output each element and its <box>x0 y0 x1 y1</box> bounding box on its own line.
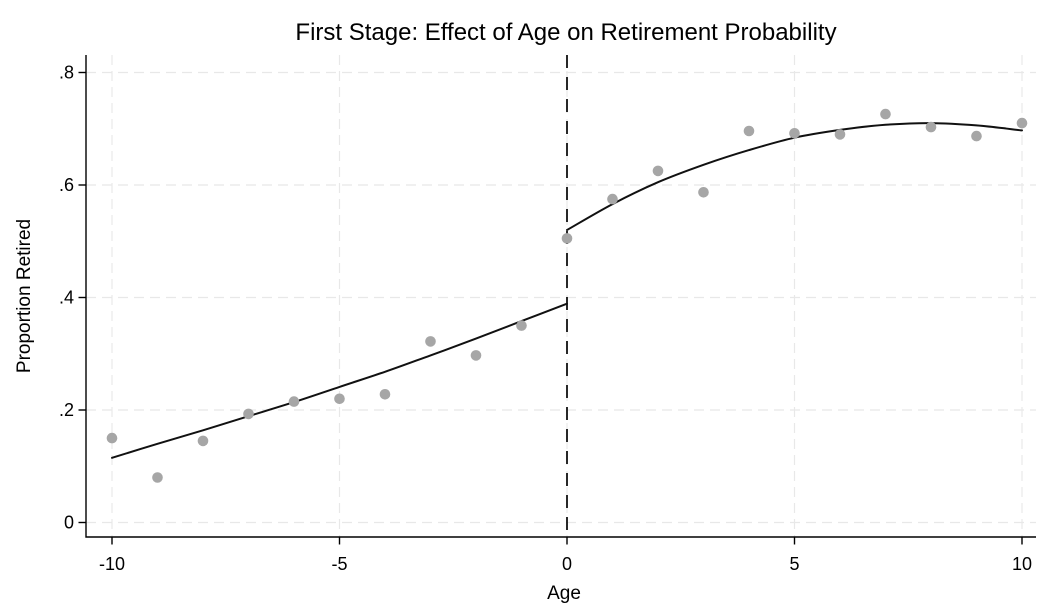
scatter-point <box>925 121 937 133</box>
y-tick-label: .2 <box>59 400 74 420</box>
scatter-point <box>106 432 118 444</box>
x-axis-label: Age <box>547 583 581 604</box>
x-tick-label: -10 <box>99 554 125 574</box>
scatter-point <box>1016 117 1028 129</box>
axis-frame <box>85 55 1036 538</box>
y-tick-label: .4 <box>59 288 74 308</box>
y-tick-label: .8 <box>59 63 74 83</box>
scatter-point <box>561 233 573 244</box>
axis-layer <box>85 55 1036 538</box>
y-tick-label: 0 <box>64 513 74 533</box>
x-tick-label: -5 <box>331 554 347 574</box>
scatter-point <box>971 130 982 142</box>
scatter-point <box>334 393 345 405</box>
scatter-point <box>789 128 800 139</box>
scatter-point <box>243 408 254 420</box>
scatter-point <box>197 435 209 447</box>
y-axis-label: Proportion Retired <box>14 219 35 373</box>
y-tick-label: .6 <box>59 175 74 195</box>
tick-layer: 0 .2 .4 .6 .8 -10 -5 0 5 10 <box>59 63 1032 575</box>
scatter-point <box>379 389 391 400</box>
scatter-point <box>834 129 846 140</box>
scatter-point <box>288 396 300 407</box>
scatter-point <box>698 187 709 198</box>
scatter-point <box>880 108 891 120</box>
scatter-point <box>652 165 664 177</box>
scatter-point <box>425 336 436 347</box>
x-tick-label: 10 <box>1012 554 1032 574</box>
fit-left-of-cutoff-curve <box>111 302 568 459</box>
x-tick-label: 0 <box>562 554 572 574</box>
chart-title: First Stage: Effect of Age on Retirement… <box>295 19 836 46</box>
scatter-point <box>743 125 755 137</box>
scatter-point <box>516 320 527 331</box>
grid-layer <box>86 55 1036 537</box>
series-layer <box>106 108 1028 483</box>
scatter-point <box>470 350 482 361</box>
scatter-point <box>607 193 618 205</box>
x-tick-label: 5 <box>789 554 799 574</box>
scatter-point <box>152 472 163 483</box>
